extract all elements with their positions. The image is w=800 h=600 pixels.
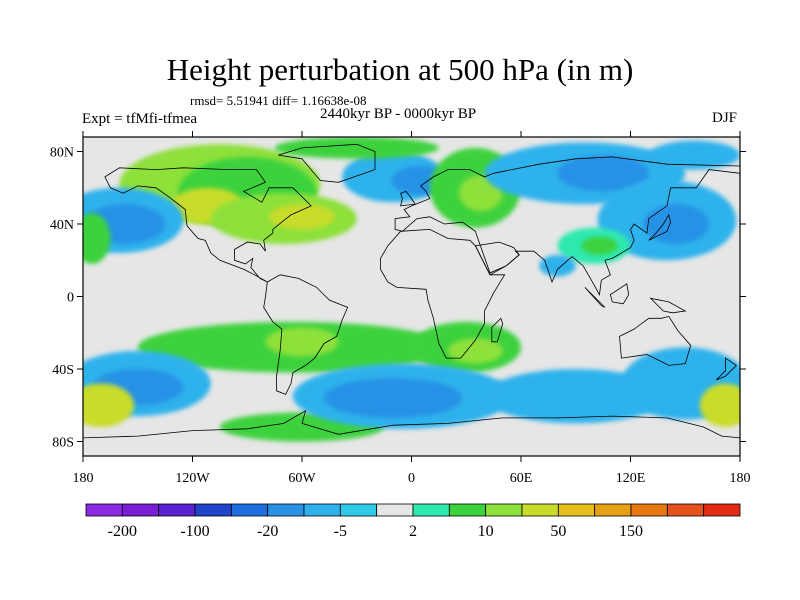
colorbar-swatch-17 bbox=[703, 503, 741, 517]
map-title: Height perturbation at 500 hPa (in m) bbox=[166, 52, 634, 87]
colorbar-swatch-6 bbox=[303, 503, 341, 517]
coastline-antarctica bbox=[83, 409, 740, 439]
colorbar-swatch-11 bbox=[485, 503, 523, 517]
colorbar-swatch-7 bbox=[339, 503, 378, 517]
colorbar-label: 50 bbox=[550, 523, 566, 540]
lon-tick-label: 60E bbox=[510, 471, 533, 486]
colorbar-swatch-3 bbox=[194, 503, 232, 517]
colorbar-swatch-9 bbox=[412, 503, 450, 517]
colorbar-swatch-2 bbox=[158, 503, 196, 517]
field-contour-9 bbox=[274, 137, 439, 159]
colorbar-swatch-10 bbox=[448, 503, 487, 517]
coastline-arabia bbox=[474, 241, 520, 276]
lon-tick-label: 180 bbox=[73, 471, 94, 486]
colorbar-swatch-15 bbox=[630, 503, 668, 517]
colorbar-swatch-12 bbox=[521, 503, 559, 517]
field-contour-27 bbox=[83, 383, 135, 427]
lat-tick-label: 80S bbox=[52, 436, 74, 451]
coastline-madagascar bbox=[491, 317, 504, 343]
coastline-japan bbox=[648, 213, 672, 241]
coastline-borneo bbox=[609, 283, 630, 305]
field-contour-20 bbox=[83, 213, 111, 264]
colorbar-label: 10 bbox=[478, 523, 494, 540]
coastline-layer bbox=[83, 143, 740, 439]
experiment-label: Expt = tfMfi-tfmea bbox=[82, 111, 198, 127]
lon-tick-label: 180 bbox=[730, 471, 751, 486]
colorbar-swatch-14 bbox=[594, 503, 632, 517]
coastline-sumatra bbox=[584, 287, 606, 308]
coastline-north-america bbox=[104, 167, 312, 283]
lon-tick-label: 120E bbox=[616, 471, 646, 486]
colorbar-label: -100 bbox=[180, 523, 209, 540]
field-contour-13 bbox=[557, 155, 649, 192]
colorbar-swatch-13 bbox=[557, 503, 596, 517]
colorbar-swatch-4 bbox=[230, 503, 269, 517]
colorbar: -200 -100 -20 -5 2 10 50 150 bbox=[85, 503, 741, 540]
coastline-greenland bbox=[278, 143, 376, 183]
field-contour-15 bbox=[643, 204, 709, 244]
lon-tick-label: 60W bbox=[288, 471, 316, 486]
field-contour-4 bbox=[269, 204, 335, 230]
field-contour-30 bbox=[323, 378, 463, 418]
lat-tick-label: 0 bbox=[67, 291, 74, 306]
colorbar-swatch-0 bbox=[85, 503, 123, 517]
colorbar-label: -5 bbox=[334, 523, 347, 540]
lat-tick-label: 80N bbox=[50, 146, 74, 161]
colorbar-label: -200 bbox=[108, 523, 137, 540]
coastline-africa bbox=[380, 228, 506, 359]
field-contour-31 bbox=[484, 369, 667, 424]
colorbar-label: -20 bbox=[257, 523, 278, 540]
coastline-eurasia bbox=[394, 156, 740, 296]
colorbar-label: 2 bbox=[409, 523, 417, 540]
season-label: DJF bbox=[712, 110, 738, 126]
lon-tick-label: 0 bbox=[408, 471, 415, 486]
period-label: 2440kyr BP - 0000kyr BP bbox=[320, 106, 477, 122]
field-contour-16 bbox=[648, 140, 740, 170]
colorbar-swatch-5 bbox=[267, 503, 305, 517]
lat-tick-label: 40S bbox=[52, 363, 74, 378]
field-layer bbox=[83, 137, 740, 442]
colorbar-swatch-16 bbox=[666, 503, 705, 517]
stats-line: rmsd= 5.51941 diff= 1.16638e-08 bbox=[190, 93, 367, 108]
colorbar-label: 150 bbox=[619, 523, 643, 540]
coastline-south-america bbox=[263, 274, 349, 395]
coastline-australia bbox=[619, 315, 692, 366]
field-contour-18 bbox=[581, 236, 618, 255]
colorbar-swatch-1 bbox=[121, 503, 160, 517]
coastline-new-zealand bbox=[716, 357, 738, 381]
field-contour-33 bbox=[699, 383, 740, 427]
lon-tick-label: 120W bbox=[175, 471, 210, 486]
colorbar-swatch-8 bbox=[376, 503, 414, 517]
coastline-new-guinea bbox=[649, 297, 687, 314]
coastline-uk bbox=[400, 190, 416, 207]
lat-tick-label: 40N bbox=[50, 218, 74, 233]
axis-layer: 80N 40N 0 40S 80S 180 120W 60W 0 60E 120E 180 bbox=[50, 131, 751, 486]
